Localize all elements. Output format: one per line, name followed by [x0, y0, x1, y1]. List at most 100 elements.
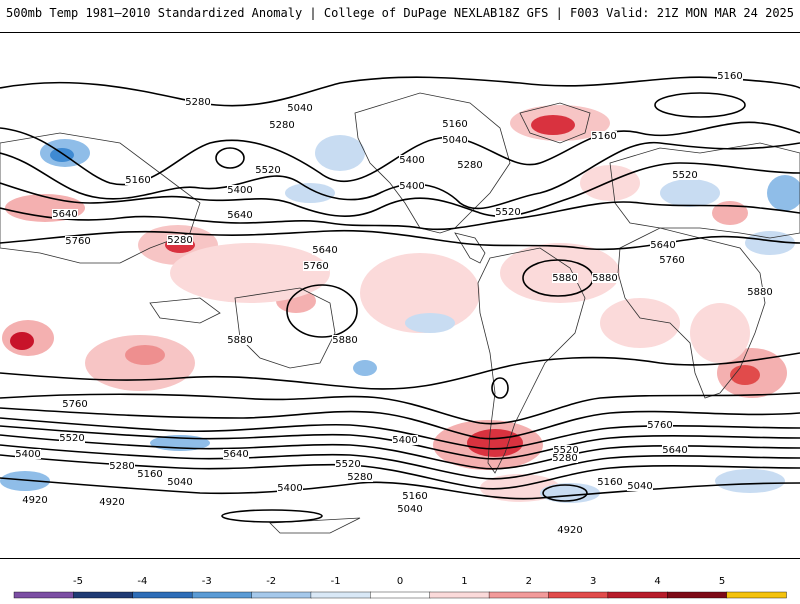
contour-label-bg [591, 131, 617, 141]
contour-label-bg [402, 491, 428, 501]
colorbar-segment [370, 591, 431, 599]
contour-label-bg [627, 481, 653, 491]
contour-label-bg [312, 245, 338, 255]
map-panel[interactable]: 5160 5280 5040 5160 5280 5400 5520 5640 5760 5880… [0, 32, 800, 559]
contour-label-bg [65, 236, 91, 246]
colorbar-segment [488, 591, 550, 599]
contour-label: 4920 [22, 495, 47, 506]
contour-label: 5880 [592, 273, 617, 284]
contour-label-bg [495, 207, 521, 217]
contour-label-bg [457, 160, 483, 170]
contour-5640-south [0, 407, 800, 440]
contour-label-bg [647, 420, 673, 430]
colorbar-tick-label: -5 [73, 576, 83, 587]
colorbar-graphic [13, 591, 787, 599]
contour-label: 5520 [335, 459, 360, 470]
colorbar-tick-label: -3 [201, 576, 212, 587]
anomaly-map[interactable]: 5160 5280 5040 5160 5280 5400 5520 5640 5760 5880… [0, 33, 800, 559]
contour-5880-south [0, 352, 800, 390]
contour-label: 5040 [167, 477, 192, 488]
contour-5520-south [0, 417, 800, 450]
colorbar-segment [132, 591, 193, 599]
contour-label: 5160 [442, 119, 467, 130]
contour-label: 5640 [52, 209, 77, 220]
contour-label-bg [277, 483, 303, 493]
contour-label-bg [137, 469, 163, 479]
contour-label: 5160 [597, 477, 622, 488]
contour-label: 5160 [591, 131, 616, 142]
contour-label: 5280 [552, 453, 577, 464]
europe-asia-outline [609, 142, 800, 239]
contour-label-bg [442, 135, 468, 145]
contour-label: 5520 [59, 433, 84, 444]
contour-label: 5880 [747, 287, 772, 298]
colorbar-segment [191, 591, 253, 599]
indonesia-outline [149, 297, 221, 324]
contour-label-bg [125, 175, 151, 185]
contour-label-bg [399, 181, 425, 191]
contour-label-bg [397, 504, 423, 514]
contour-label-bg [287, 103, 313, 113]
contour-label: 5520 [553, 445, 578, 456]
colorbar-segment [13, 591, 75, 599]
colorbar-segment [310, 591, 372, 599]
contour-label-bg [597, 477, 623, 487]
contour-label: 5400 [227, 185, 252, 196]
contour-label-bg [227, 335, 253, 345]
contour-label-bg [227, 210, 253, 220]
contour-label: 4920 [99, 497, 124, 508]
contour-label-bg [747, 287, 773, 297]
contour-label-bg [167, 235, 193, 245]
contour-5400 [0, 141, 800, 210]
contour-label-bg [552, 453, 578, 463]
contour-label: 5400 [399, 155, 424, 166]
contour-label-bg [332, 335, 358, 345]
contour-4920-closed [221, 509, 323, 523]
contour-label-bg [59, 433, 85, 443]
colorbar-tick-label: -2 [266, 576, 277, 587]
contour-label: 5280 [347, 472, 372, 483]
contour-label-bg [557, 525, 583, 535]
central-america-outline [454, 232, 486, 264]
contour-label: 5520 [672, 170, 697, 181]
contour-label: 5400 [15, 449, 40, 460]
antarctica-outline [269, 517, 361, 534]
colorbar-tick-label: 5 [718, 576, 726, 587]
contour-label: 5760 [659, 255, 684, 266]
contour-label: 5280 [109, 461, 134, 472]
contour-label: 5640 [662, 445, 687, 456]
contour-label: 5640 [227, 210, 252, 221]
contour-label: 5880 [227, 335, 252, 346]
greenland-outline [519, 102, 591, 144]
contour-label: 5280 [167, 235, 192, 246]
contour-label-bg [109, 461, 135, 471]
contour-label-bg [552, 273, 578, 283]
contour-5760 [0, 229, 800, 251]
contour-label: 5880 [332, 335, 357, 346]
contour-label-bg [62, 399, 88, 409]
contour-label-bg [223, 449, 249, 459]
model-run-info: 18Z GFS | F003 Valid: 21Z MON MAR 24 202… [497, 6, 794, 20]
colorbar-tick-label: 1 [461, 576, 468, 587]
south-america-outline [477, 247, 586, 474]
contour-5640 [0, 201, 800, 231]
contour-label: 4920 [557, 525, 582, 536]
colorbar-tick-label: 4 [654, 576, 661, 587]
contour-label-bg [303, 261, 329, 271]
contour-label: 5760 [62, 399, 87, 410]
colorbar-segment [726, 591, 787, 599]
contour-labels: 5160 5280 5040 5160 5280 5400 5520 5640 5760 5880… [15, 71, 773, 536]
contour-low-closed [542, 484, 588, 502]
africa-outline [617, 227, 766, 399]
contour-label: 5040 [287, 103, 312, 114]
contour-label-bg [672, 170, 698, 180]
colorbar-tick-label: 3 [590, 576, 597, 587]
contour-label-bg [399, 155, 425, 165]
contour-label: 5160 [402, 491, 427, 502]
contour-label: 5280 [457, 160, 482, 171]
contour-5160-south [0, 444, 800, 480]
contour-label: 5400 [399, 181, 424, 192]
contour-label-bg [717, 71, 743, 81]
contour-5880-australia [286, 284, 358, 338]
colorbar-tick-label: 0 [396, 576, 404, 587]
